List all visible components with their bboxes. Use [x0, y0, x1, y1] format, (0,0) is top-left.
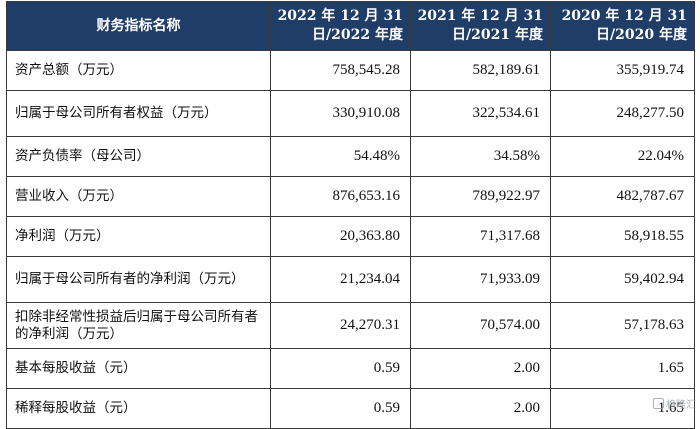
- table-cell: 330,910.08: [270, 90, 411, 137]
- table-row: 归属于母公司所有者的净利润（万元） 21,234.04 71,933.09 59…: [6, 256, 695, 303]
- table-cell: 482,787.67: [550, 176, 695, 217]
- table-cell: 21,234.04: [270, 256, 411, 303]
- row-label-parent-equity: 归属于母公司所有者权益（万元）: [6, 90, 271, 137]
- table-cell: 789,922.97: [410, 176, 551, 217]
- row-label-debt-ratio: 资产负债率（母公司）: [6, 136, 271, 177]
- row-label-net-profit: 净利润（万元）: [6, 216, 271, 257]
- header-year-2020-line2: 日/2020 年度: [596, 27, 687, 43]
- row-label-adjusted-net-profit: 扣除非经常性损益后归属于母公司所有者的净利润（万元）: [6, 302, 271, 349]
- row-label-parent-net-profit: 归属于母公司所有者的净利润（万元）: [6, 256, 271, 303]
- table-cell: 24,270.31: [270, 302, 411, 349]
- header-year-2021: 2021 年 12 月 31 日/2021 年度: [410, 1, 551, 51]
- table-cell: 0.59: [270, 388, 411, 429]
- header-year-2020: 2020 年 12 月 31 日/2020 年度: [550, 1, 695, 51]
- table-row: 资产总额（万元） 758,545.28 582,189.61 355,919.7…: [6, 50, 695, 91]
- table-row: 资产负债率（母公司） 54.48% 34.58% 22.04%: [6, 136, 695, 177]
- header-year-2020-line1: 2020 年 12 月 31: [561, 8, 687, 24]
- table-cell: 22.04%: [550, 136, 695, 177]
- table-cell: 54.48%: [270, 136, 411, 177]
- table-row: 扣除非经常性损益后归属于母公司所有者的净利润（万元） 24,270.31 70,…: [6, 302, 695, 349]
- logo-icon: [653, 398, 664, 409]
- table-row: 稀释每股收益（元） 0.59 2.00 1.65: [6, 388, 695, 429]
- financial-indicators-table: 财务指标名称 2022 年 12 月 31 日/2022 年度 2021 年 1…: [6, 1, 695, 429]
- table-cell: 876,653.16: [270, 176, 411, 217]
- header-year-2022-line1: 2022 年 12 月 31: [277, 8, 403, 24]
- header-year-2021-line1: 2021 年 12 月 31: [417, 8, 543, 24]
- table-cell: 1.65: [550, 348, 695, 389]
- table-cell: 57,178.63: [550, 302, 695, 349]
- header-row: 财务指标名称 2022 年 12 月 31 日/2022 年度 2021 年 1…: [6, 1, 695, 51]
- table-cell: 59,402.94: [550, 256, 695, 303]
- table-cell: 2.00: [410, 388, 551, 429]
- table-cell: 2.00: [410, 348, 551, 389]
- header-indicator-name: 财务指标名称: [6, 1, 271, 51]
- table-cell: 70,574.00: [410, 302, 551, 349]
- table-cell: 355,919.74: [550, 50, 695, 91]
- table-cell: 0.59: [270, 348, 411, 389]
- table-cell: 20,363.80: [270, 216, 411, 257]
- table-cell: 71,317.68: [410, 216, 551, 257]
- table-row: 营业收入（万元） 876,653.16 789,922.97 482,787.6…: [6, 176, 695, 217]
- header-year-2021-line2: 日/2021 年度: [452, 27, 543, 43]
- table-row: 净利润（万元） 20,363.80 71,317.68 58,918.55: [6, 216, 695, 257]
- table-cell: 71,933.09: [410, 256, 551, 303]
- table-cell: 58,918.55: [550, 216, 695, 257]
- table-cell: 322,534.61: [410, 90, 551, 137]
- table-body: 资产总额（万元） 758,545.28 582,189.61 355,919.7…: [6, 50, 695, 429]
- table-cell: 582,189.61: [410, 50, 551, 91]
- table-cell: 248,277.50: [550, 90, 695, 137]
- row-label-diluted-eps: 稀释每股收益（元）: [6, 388, 271, 429]
- row-label-basic-eps: 基本每股收益（元）: [6, 348, 271, 389]
- table-row: 归属于母公司所有者权益（万元） 330,910.08 322,534.61 24…: [6, 90, 695, 137]
- table-row: 基本每股收益（元） 0.59 2.00 1.65: [6, 348, 695, 389]
- header-year-2022-line2: 日/2022 年度: [312, 27, 403, 43]
- row-label-total-assets: 资产总额（万元）: [6, 50, 271, 91]
- watermark-text: 格隆汇: [666, 400, 696, 411]
- table-cell: 758,545.28: [270, 50, 411, 91]
- table-cell: 34.58%: [410, 136, 551, 177]
- watermark: 格隆汇: [653, 396, 696, 411]
- row-label-revenue: 营业收入（万元）: [6, 176, 271, 217]
- header-year-2022: 2022 年 12 月 31 日/2022 年度: [270, 1, 411, 51]
- table-header: 财务指标名称 2022 年 12 月 31 日/2022 年度 2021 年 1…: [6, 1, 695, 51]
